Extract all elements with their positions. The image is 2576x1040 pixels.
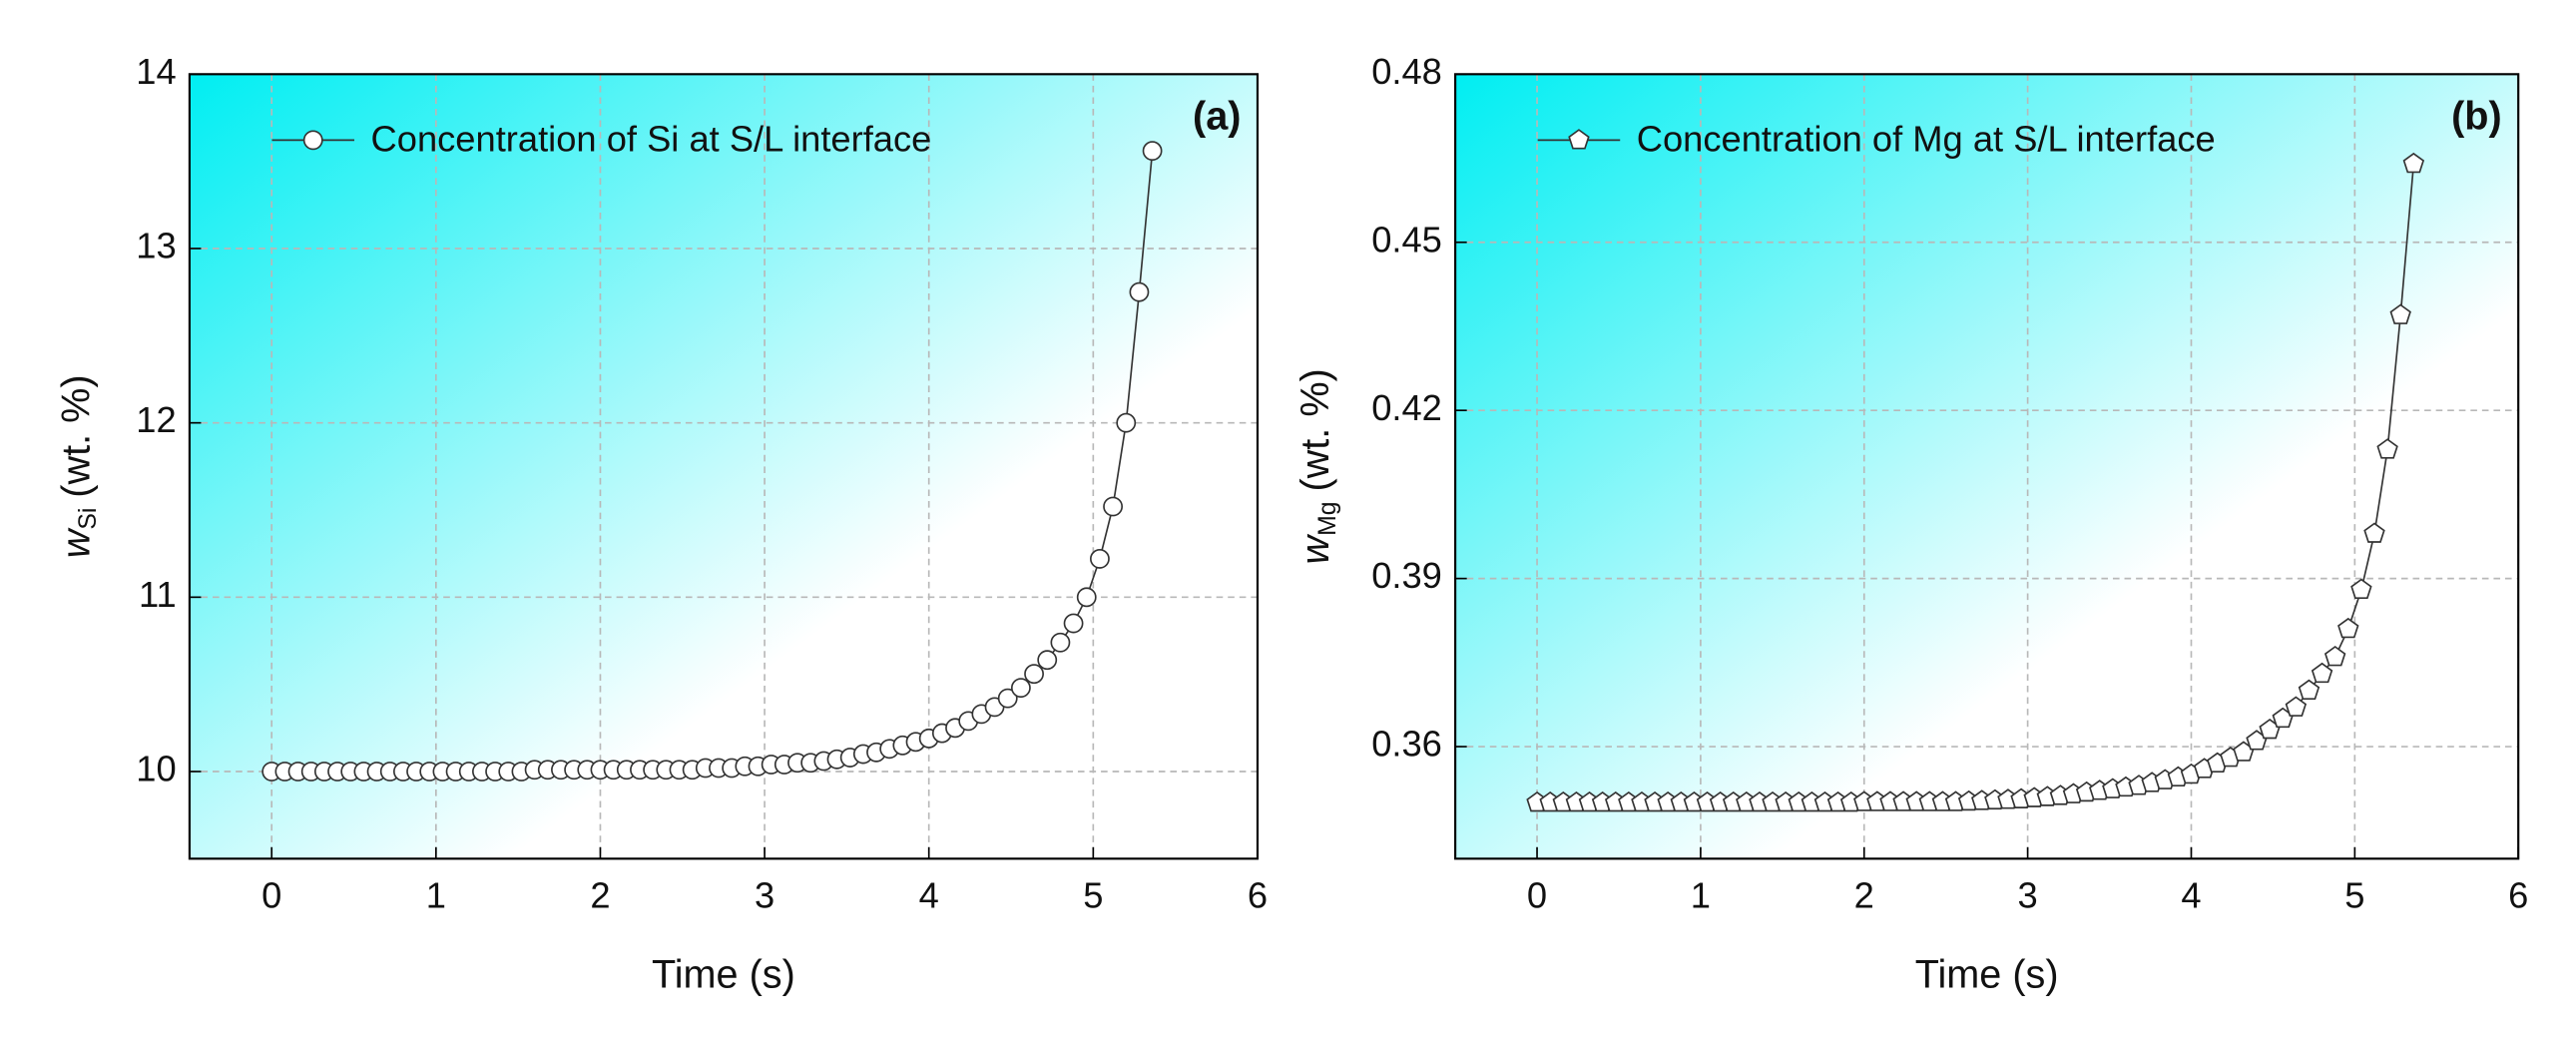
legend-label: Concentration of Mg at S/L interface bbox=[1637, 119, 2216, 160]
x-tick-label: 2 bbox=[1854, 875, 1874, 916]
marker bbox=[302, 130, 323, 151]
y-axis-label: wMg (wt. %) bbox=[1294, 368, 1341, 564]
marker bbox=[2363, 522, 2385, 543]
y-label-symbol: w bbox=[1294, 533, 1338, 564]
y-label-subscript: Mg bbox=[1314, 501, 1341, 535]
panel-label: (b) bbox=[2451, 94, 2502, 138]
y-tick-label: 11 bbox=[139, 574, 177, 615]
x-axis-label: Time (s) bbox=[1915, 953, 2059, 997]
marker bbox=[1050, 632, 1071, 653]
marker bbox=[1103, 496, 1123, 517]
x-tick-label: 5 bbox=[2344, 875, 2364, 916]
marker bbox=[2402, 152, 2425, 174]
y-axis-label: wSi (wt. %) bbox=[55, 374, 102, 558]
y-label-symbol: w bbox=[55, 527, 99, 558]
marker bbox=[1090, 549, 1110, 569]
marker bbox=[1116, 412, 1137, 433]
x-tick-label: 2 bbox=[590, 875, 610, 916]
x-tick-label: 4 bbox=[2181, 875, 2201, 916]
marker bbox=[1076, 587, 1097, 608]
y-tick-label: 0.42 bbox=[1371, 387, 1442, 428]
marker bbox=[1129, 281, 1150, 302]
marker bbox=[1037, 650, 1058, 671]
y-label-unit: (wt. %) bbox=[1294, 368, 1338, 491]
plot-frame bbox=[188, 73, 1260, 860]
x-tick-label: 4 bbox=[919, 875, 939, 916]
marker bbox=[2298, 679, 2320, 701]
marker bbox=[2323, 645, 2346, 667]
plot-area bbox=[1454, 73, 2520, 860]
x-tick-label: 1 bbox=[426, 875, 446, 916]
y-tick-label: 14 bbox=[136, 51, 176, 92]
marker bbox=[2389, 303, 2411, 324]
x-tick-label: 6 bbox=[1248, 875, 1268, 916]
y-tick-label: 0.45 bbox=[1371, 219, 1442, 260]
y-tick-label: 0.48 bbox=[1371, 51, 1442, 92]
plot-area bbox=[188, 73, 1260, 860]
y-tick-label: 13 bbox=[136, 226, 176, 266]
marker bbox=[1568, 129, 1590, 150]
plot-background bbox=[1455, 74, 2519, 859]
x-tick-label: 0 bbox=[1527, 875, 1547, 916]
y-tick-label: 12 bbox=[136, 399, 176, 440]
marker bbox=[2311, 662, 2333, 684]
plot-frame bbox=[1454, 73, 2520, 860]
x-tick-label: 5 bbox=[1083, 875, 1103, 916]
y-label-unit: (wt. %) bbox=[55, 374, 99, 497]
x-tick-label: 0 bbox=[261, 875, 281, 916]
y-label-subscript: Si bbox=[75, 508, 102, 530]
x-axis-label: Time (s) bbox=[652, 953, 795, 997]
y-tick-label: 0.39 bbox=[1371, 555, 1442, 596]
marker bbox=[2350, 578, 2372, 599]
marker bbox=[2376, 438, 2398, 459]
panel-label: (a) bbox=[1193, 94, 1241, 138]
marker bbox=[2337, 617, 2359, 639]
marker bbox=[997, 688, 1018, 709]
x-tick-label: 3 bbox=[2018, 875, 2038, 916]
marker bbox=[1024, 664, 1044, 685]
marker bbox=[1063, 613, 1084, 634]
legend-label: Concentration of Si at S/L interface bbox=[371, 119, 932, 160]
plot-background bbox=[189, 74, 1258, 859]
marker bbox=[2285, 696, 2308, 717]
marker bbox=[1010, 678, 1031, 699]
x-tick-label: 6 bbox=[2508, 875, 2528, 916]
x-tick-label: 1 bbox=[1691, 875, 1711, 916]
x-tick-label: 3 bbox=[755, 875, 774, 916]
marker bbox=[1142, 141, 1163, 162]
y-tick-label: 10 bbox=[136, 749, 176, 789]
y-tick-label: 0.36 bbox=[1371, 724, 1442, 765]
